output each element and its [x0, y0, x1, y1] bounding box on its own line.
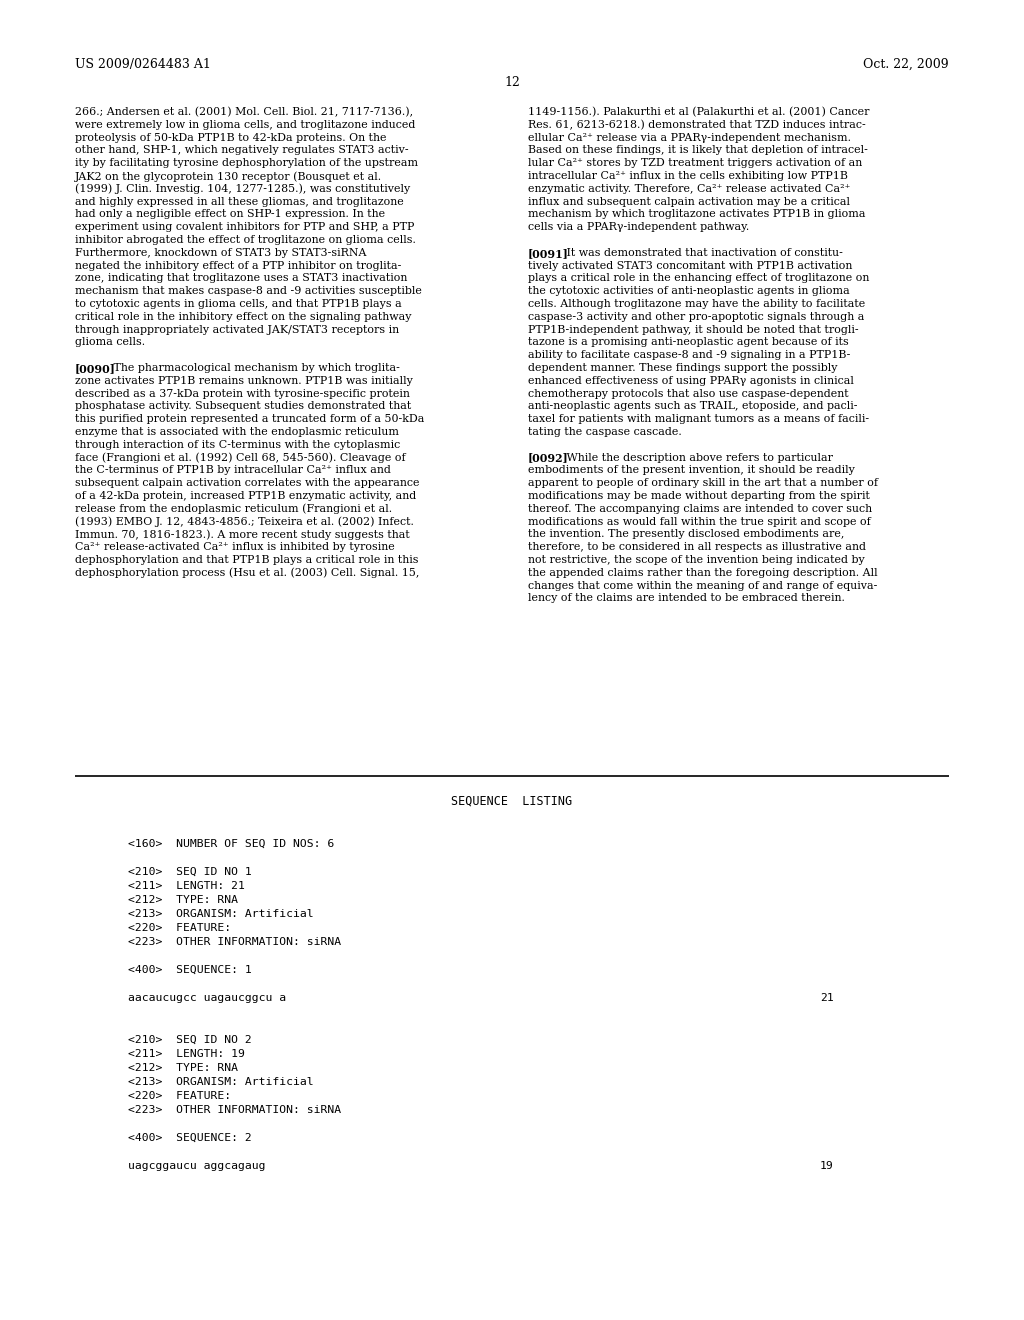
Text: were extremely low in glioma cells, and troglitazone induced: were extremely low in glioma cells, and … [75, 120, 416, 129]
Text: the invention. The presently disclosed embodiments are,: the invention. The presently disclosed e… [528, 529, 845, 540]
Text: plays a critical role in the enhancing effect of troglitazone on: plays a critical role in the enhancing e… [528, 273, 869, 284]
Text: <212>  TYPE: RNA: <212> TYPE: RNA [128, 1063, 238, 1073]
Text: proteolysis of 50-kDa PTP1B to 42-kDa proteins. On the: proteolysis of 50-kDa PTP1B to 42-kDa pr… [75, 132, 386, 143]
Text: taxel for patients with malignant tumors as a means of facili-: taxel for patients with malignant tumors… [528, 414, 869, 424]
Text: [0091]: [0091] [528, 248, 569, 259]
Text: Immun. 70, 1816-1823.). A more recent study suggests that: Immun. 70, 1816-1823.). A more recent st… [75, 529, 410, 540]
Text: tively activated STAT3 concomitant with PTP1B activation: tively activated STAT3 concomitant with … [528, 260, 852, 271]
Text: enhanced effectiveness of using PPARγ agonists in clinical: enhanced effectiveness of using PPARγ ag… [528, 376, 854, 385]
Text: enzymatic activity. Therefore, Ca²⁺ release activated Ca²⁺: enzymatic activity. Therefore, Ca²⁺ rele… [528, 183, 850, 194]
Text: <212>  TYPE: RNA: <212> TYPE: RNA [128, 895, 238, 906]
Text: <220>  FEATURE:: <220> FEATURE: [128, 923, 231, 933]
Text: lency of the claims are intended to be embraced therein.: lency of the claims are intended to be e… [528, 594, 845, 603]
Text: dephosphorylation process (Hsu et al. (2003) Cell. Signal. 15,: dephosphorylation process (Hsu et al. (2… [75, 568, 420, 578]
Text: apparent to people of ordinary skill in the art that a number of: apparent to people of ordinary skill in … [528, 478, 878, 488]
Text: (1999) J. Clin. Investig. 104, 1277-1285.), was constitutively: (1999) J. Clin. Investig. 104, 1277-1285… [75, 183, 411, 194]
Text: US 2009/0264483 A1: US 2009/0264483 A1 [75, 58, 211, 71]
Text: Ca²⁺ release-activated Ca²⁺ influx is inhibited by tyrosine: Ca²⁺ release-activated Ca²⁺ influx is in… [75, 543, 394, 552]
Text: cells. Although troglitazone may have the ability to facilitate: cells. Although troglitazone may have th… [528, 300, 865, 309]
Text: changes that come within the meaning of and range of equiva-: changes that come within the meaning of … [528, 581, 878, 590]
Text: through interaction of its C-terminus with the cytoplasmic: through interaction of its C-terminus wi… [75, 440, 400, 450]
Text: Based on these findings, it is likely that depletion of intracel-: Based on these findings, it is likely th… [528, 145, 868, 156]
Text: critical role in the inhibitory effect on the signaling pathway: critical role in the inhibitory effect o… [75, 312, 412, 322]
Text: enzyme that is associated with the endoplasmic reticulum: enzyme that is associated with the endop… [75, 426, 399, 437]
Text: chemotherapy protocols that also use caspase-dependent: chemotherapy protocols that also use cas… [528, 388, 849, 399]
Text: release from the endoplasmic reticulum (Frangioni et al.: release from the endoplasmic reticulum (… [75, 504, 392, 515]
Text: influx and subsequent calpain activation may be a critical: influx and subsequent calpain activation… [528, 197, 850, 207]
Text: glioma cells.: glioma cells. [75, 338, 145, 347]
Text: Res. 61, 6213-6218.) demonstrated that TZD induces intrac-: Res. 61, 6213-6218.) demonstrated that T… [528, 120, 865, 131]
Text: described as a 37-kDa protein with tyrosine-specific protein: described as a 37-kDa protein with tyros… [75, 388, 410, 399]
Text: Oct. 22, 2009: Oct. 22, 2009 [863, 58, 949, 71]
Text: the C-terminus of PTP1B by intracellular Ca²⁺ influx and: the C-terminus of PTP1B by intracellular… [75, 466, 391, 475]
Text: this purified protein represented a truncated form of a 50-kDa: this purified protein represented a trun… [75, 414, 424, 424]
Text: It was demonstrated that inactivation of constitu-: It was demonstrated that inactivation of… [556, 248, 844, 257]
Text: zone, indicating that troglitazone uses a STAT3 inactivation: zone, indicating that troglitazone uses … [75, 273, 408, 284]
Text: mechanism by which troglitazone activates PTP1B in glioma: mechanism by which troglitazone activate… [528, 210, 865, 219]
Text: of a 42-kDa protein, increased PTP1B enzymatic activity, and: of a 42-kDa protein, increased PTP1B enz… [75, 491, 416, 502]
Text: negated the inhibitory effect of a PTP inhibitor on troglita-: negated the inhibitory effect of a PTP i… [75, 260, 401, 271]
Text: tazone is a promising anti-neoplastic agent because of its: tazone is a promising anti-neoplastic ag… [528, 338, 849, 347]
Text: intracellular Ca²⁺ influx in the cells exhibiting low PTP1B: intracellular Ca²⁺ influx in the cells e… [528, 172, 848, 181]
Text: zone activates PTP1B remains unknown. PTP1B was initially: zone activates PTP1B remains unknown. PT… [75, 376, 413, 385]
Text: not restrictive, the scope of the invention being indicated by: not restrictive, the scope of the invent… [528, 554, 864, 565]
Text: <210>  SEQ ID NO 1: <210> SEQ ID NO 1 [128, 867, 252, 876]
Text: tating the caspase cascade.: tating the caspase cascade. [528, 426, 682, 437]
Text: dependent manner. These findings support the possibly: dependent manner. These findings support… [528, 363, 838, 374]
Text: embodiments of the present invention, it should be readily: embodiments of the present invention, it… [528, 466, 855, 475]
Text: other hand, SHP-1, which negatively regulates STAT3 activ-: other hand, SHP-1, which negatively regu… [75, 145, 409, 156]
Text: therefore, to be considered in all respects as illustrative and: therefore, to be considered in all respe… [528, 543, 866, 552]
Text: dephosphorylation and that PTP1B plays a critical role in this: dephosphorylation and that PTP1B plays a… [75, 554, 419, 565]
Text: <220>  FEATURE:: <220> FEATURE: [128, 1092, 231, 1101]
Text: (1993) EMBO J. 12, 4843-4856.; Teixeira et al. (2002) Infect.: (1993) EMBO J. 12, 4843-4856.; Teixeira … [75, 516, 414, 527]
Text: <211>  LENGTH: 19: <211> LENGTH: 19 [128, 1049, 245, 1059]
Text: <223>  OTHER INFORMATION: siRNA: <223> OTHER INFORMATION: siRNA [128, 1105, 341, 1115]
Text: ellular Ca²⁺ release via a PPARγ-independent mechanism.: ellular Ca²⁺ release via a PPARγ-indepen… [528, 132, 851, 143]
Text: Furthermore, knockdown of STAT3 by STAT3-siRNA: Furthermore, knockdown of STAT3 by STAT3… [75, 248, 367, 257]
Text: anti-neoplastic agents such as TRAIL, etoposide, and pacli-: anti-neoplastic agents such as TRAIL, et… [528, 401, 857, 412]
Text: thereof. The accompanying claims are intended to cover such: thereof. The accompanying claims are int… [528, 504, 872, 513]
Text: through inappropriately activated JAK/STAT3 receptors in: through inappropriately activated JAK/ST… [75, 325, 399, 334]
Text: [0092]: [0092] [528, 453, 568, 463]
Text: 12: 12 [504, 77, 520, 88]
Text: phosphatase activity. Subsequent studies demonstrated that: phosphatase activity. Subsequent studies… [75, 401, 412, 412]
Text: [0090]: [0090] [75, 363, 116, 374]
Text: SEQUENCE  LISTING: SEQUENCE LISTING [452, 795, 572, 808]
Text: mechanism that makes caspase-8 and -9 activities susceptible: mechanism that makes caspase-8 and -9 ac… [75, 286, 422, 296]
Text: experiment using covalent inhibitors for PTP and SHP, a PTP: experiment using covalent inhibitors for… [75, 222, 415, 232]
Text: lular Ca²⁺ stores by TZD treatment triggers activation of an: lular Ca²⁺ stores by TZD treatment trigg… [528, 158, 862, 168]
Text: uagcggaucu aggcagaug: uagcggaucu aggcagaug [128, 1162, 265, 1171]
Text: 19: 19 [820, 1162, 834, 1171]
Text: The pharmacological mechanism by which troglita-: The pharmacological mechanism by which t… [103, 363, 400, 374]
Text: inhibitor abrogated the effect of troglitazone on glioma cells.: inhibitor abrogated the effect of trogli… [75, 235, 416, 246]
Text: subsequent calpain activation correlates with the appearance: subsequent calpain activation correlates… [75, 478, 420, 488]
Text: <210>  SEQ ID NO 2: <210> SEQ ID NO 2 [128, 1035, 252, 1045]
Text: <223>  OTHER INFORMATION: siRNA: <223> OTHER INFORMATION: siRNA [128, 937, 341, 946]
Text: aacaucugcc uagaucggcu a: aacaucugcc uagaucggcu a [128, 993, 286, 1003]
Text: PTP1B-independent pathway, it should be noted that trogli-: PTP1B-independent pathway, it should be … [528, 325, 859, 334]
Text: While the description above refers to particular: While the description above refers to pa… [556, 453, 834, 462]
Text: modifications as would fall within the true spirit and scope of: modifications as would fall within the t… [528, 516, 870, 527]
Text: to cytotoxic agents in glioma cells, and that PTP1B plays a: to cytotoxic agents in glioma cells, and… [75, 300, 401, 309]
Text: <400>  SEQUENCE: 2: <400> SEQUENCE: 2 [128, 1133, 252, 1143]
Text: and highly expressed in all these gliomas, and troglitazone: and highly expressed in all these glioma… [75, 197, 403, 207]
Text: cells via a PPARγ-independent pathway.: cells via a PPARγ-independent pathway. [528, 222, 750, 232]
Text: 1149-1156.). Palakurthi et al (Palakurthi et al. (2001) Cancer: 1149-1156.). Palakurthi et al (Palakurth… [528, 107, 869, 117]
Text: face (Frangioni et al. (1992) Cell 68, 545-560). Cleavage of: face (Frangioni et al. (1992) Cell 68, 5… [75, 453, 406, 463]
Text: caspase-3 activity and other pro-apoptotic signals through a: caspase-3 activity and other pro-apoptot… [528, 312, 864, 322]
Text: <211>  LENGTH: 21: <211> LENGTH: 21 [128, 880, 245, 891]
Text: 266.; Andersen et al. (2001) Mol. Cell. Biol. 21, 7117-7136.),: 266.; Andersen et al. (2001) Mol. Cell. … [75, 107, 413, 117]
Text: JAK2 on the glycoprotein 130 receptor (Bousquet et al.: JAK2 on the glycoprotein 130 receptor (B… [75, 172, 382, 182]
Text: the cytotoxic activities of anti-neoplastic agents in glioma: the cytotoxic activities of anti-neoplas… [528, 286, 850, 296]
Text: had only a negligible effect on SHP-1 expression. In the: had only a negligible effect on SHP-1 ex… [75, 210, 385, 219]
Text: ability to facilitate caspase-8 and -9 signaling in a PTP1B-: ability to facilitate caspase-8 and -9 s… [528, 350, 850, 360]
Text: ity by facilitating tyrosine dephosphorylation of the upstream: ity by facilitating tyrosine dephosphory… [75, 158, 418, 168]
Text: <213>  ORGANISM: Artificial: <213> ORGANISM: Artificial [128, 1077, 313, 1086]
Text: the appended claims rather than the foregoing description. All: the appended claims rather than the fore… [528, 568, 878, 578]
Text: <400>  SEQUENCE: 1: <400> SEQUENCE: 1 [128, 965, 252, 975]
Text: modifications may be made without departing from the spirit: modifications may be made without depart… [528, 491, 869, 502]
Text: <213>  ORGANISM: Artificial: <213> ORGANISM: Artificial [128, 909, 313, 919]
Text: <160>  NUMBER OF SEQ ID NOS: 6: <160> NUMBER OF SEQ ID NOS: 6 [128, 840, 334, 849]
Text: 21: 21 [820, 993, 834, 1003]
